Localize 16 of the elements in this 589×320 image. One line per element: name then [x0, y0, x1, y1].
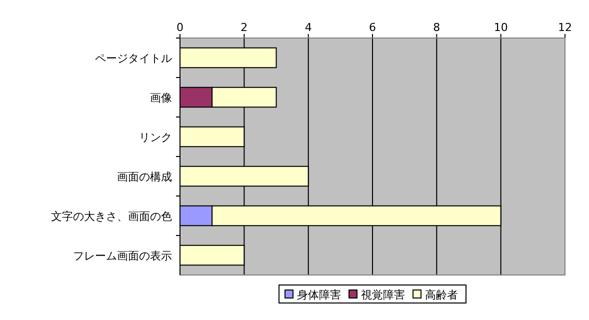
y-tick-label: 画面の構成: [117, 170, 172, 184]
x-tick-label: 8: [433, 21, 440, 34]
legend-label: 高齢者: [425, 288, 458, 302]
legend-label: 視覚障害: [361, 288, 405, 302]
x-tick-label: 0: [176, 21, 184, 34]
x-tick-label: 2: [240, 21, 248, 34]
y-tick-label: 画像: [150, 91, 172, 104]
x-tick-label: 10: [494, 21, 508, 34]
legend-label: 身体障害: [297, 288, 341, 302]
y-tick-label: ページタイトル: [95, 52, 172, 65]
x-tick-label: 12: [558, 21, 572, 34]
y-tick-label: リンク: [139, 130, 172, 144]
x-tick-label: 6: [369, 21, 376, 34]
y-tick-label: 文字の大きさ、画面の色: [51, 210, 172, 223]
x-tick-label: 4: [304, 21, 312, 34]
y-tick-label: フレーム画面の表示: [73, 249, 172, 262]
